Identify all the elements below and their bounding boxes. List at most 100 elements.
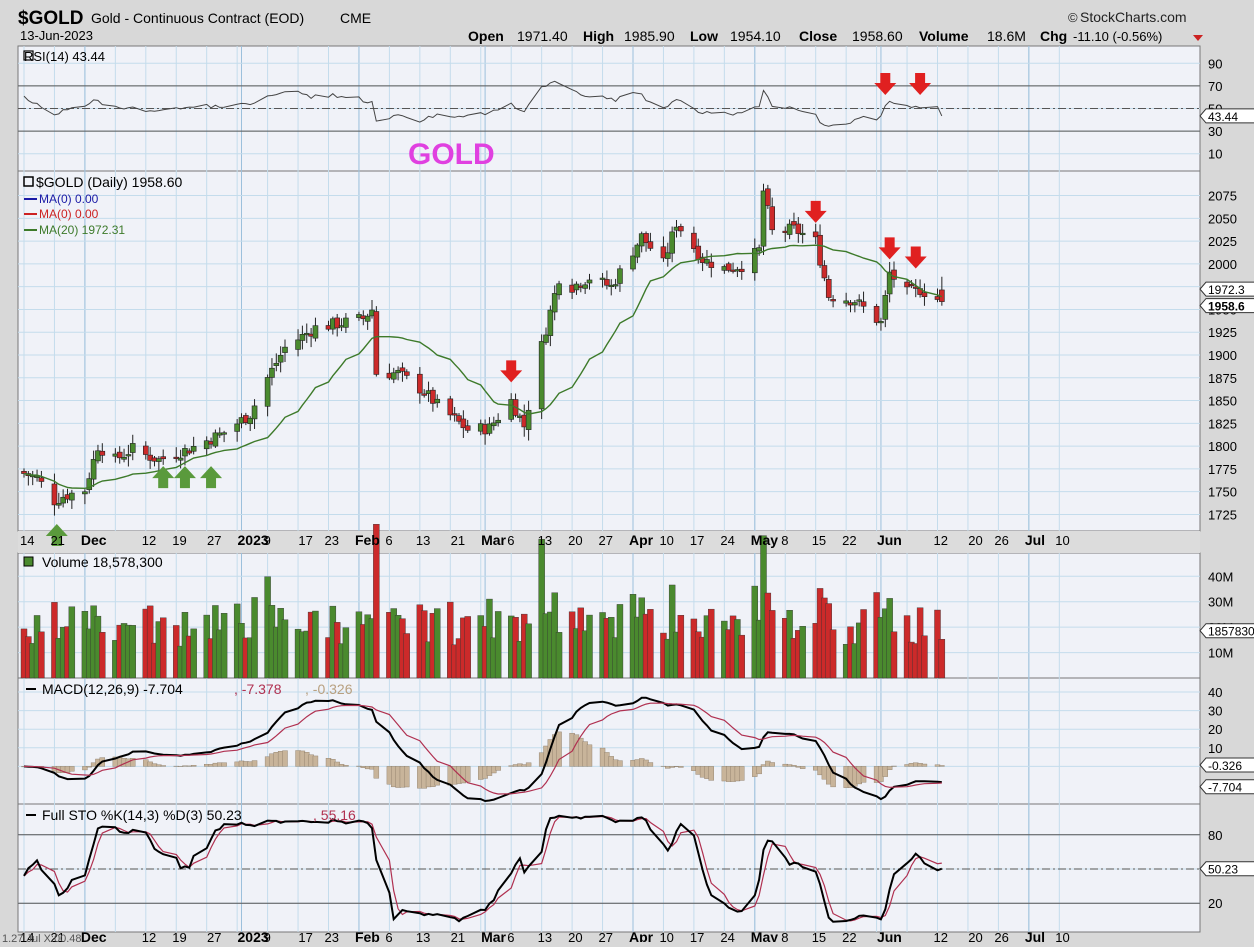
price-candle-body: [56, 503, 61, 505]
price-candle-body: [648, 242, 653, 249]
price-tick-label: 1925: [1208, 325, 1237, 340]
xaxis-tick-label: 24: [720, 930, 734, 942]
volume-bar: [312, 611, 318, 678]
volume-bar: [495, 611, 501, 678]
volume-bar: [800, 626, 806, 678]
price-candle-body: [787, 224, 792, 234]
volume-bar: [647, 609, 653, 678]
xaxis-tick-label: 17: [690, 930, 704, 942]
macd-histogram-bar: [435, 766, 440, 785]
xaxis-tick-label: Mar: [481, 532, 506, 548]
ma20-tag: 1972.3: [1208, 283, 1245, 297]
price-candle-body: [400, 368, 405, 372]
macd-histogram-bar: [709, 766, 714, 780]
price-candle-body: [117, 452, 122, 458]
price-candle-body: [613, 285, 618, 287]
price-candle-body: [665, 253, 670, 259]
macd-tick-label: 30: [1208, 704, 1222, 719]
volume-chart-icon: [24, 557, 33, 566]
price-candle-body: [752, 248, 757, 272]
xaxis-tick-label: 13: [416, 533, 430, 548]
xaxis-tick-label: 12: [934, 533, 948, 548]
price-candle-body: [883, 295, 888, 319]
xaxis-tick-label: 21: [451, 930, 465, 942]
xaxis-tick-label: 20: [568, 930, 582, 942]
xaxis-tick-label: 19: [172, 533, 186, 548]
xaxis-tick-label: 24: [720, 533, 734, 548]
ma0-blue-label: MA(0) 0.00: [39, 192, 99, 206]
macd-histogram-bar: [800, 766, 805, 768]
price-candle-body: [161, 457, 166, 459]
price-candle-body: [300, 334, 305, 340]
panel-price: [18, 171, 1200, 531]
price-candle-body: [283, 347, 288, 352]
price-candle-body: [678, 226, 683, 231]
macd-histogram-bar: [496, 766, 501, 770]
xaxis-tick-label: 6: [507, 533, 514, 548]
price-candle-body: [143, 446, 148, 455]
chg-value: -11.10 (-0.56%): [1073, 29, 1162, 44]
xaxis-tick-label: 12: [142, 533, 156, 548]
macd-histogram-bar: [757, 766, 762, 773]
xaxis-tick-label: 26: [994, 533, 1008, 548]
volume-bar: [921, 636, 927, 678]
macd-histogram-bar: [222, 763, 227, 767]
price-candle-body: [852, 303, 857, 305]
price-candle-body: [644, 233, 649, 242]
volume-bar: [739, 635, 745, 678]
price-candle-body: [313, 326, 318, 338]
macd-hist-tag: -0.326: [1208, 759, 1242, 773]
price-candle-body: [265, 377, 270, 406]
xaxis-tick-label: Apr: [629, 929, 654, 942]
xaxis-tick-label: 12: [142, 930, 156, 942]
xaxis-tick-label: Dec: [81, 532, 107, 548]
price-candle-body: [343, 318, 348, 327]
xaxis-tick-label: Jul: [1025, 929, 1045, 942]
xaxis-tick-label: 22: [842, 930, 856, 942]
xaxis-tick-label: 27: [599, 533, 613, 548]
volume-label: Volume: [919, 28, 969, 44]
close-value: 1958.60: [852, 28, 903, 44]
xaxis-tick-label: 20: [968, 533, 982, 548]
price-tick-label: 1800: [1208, 439, 1237, 454]
price-candle-body: [583, 285, 588, 289]
volume-bar: [434, 609, 440, 678]
price-candle-body: [757, 248, 762, 251]
volume-panel-label: Volume 18,578,300: [42, 554, 163, 570]
price-candle-body: [452, 414, 457, 416]
volume-bar: [99, 632, 105, 678]
xaxis-tick-label: Feb: [355, 532, 380, 548]
volume-bar: [617, 604, 623, 678]
price-candle-body: [122, 457, 127, 459]
xaxis-tick-label: 20: [968, 930, 982, 942]
macd-histogram-bar: [648, 763, 653, 767]
xaxis-tick-label: May: [751, 929, 778, 942]
xaxis-tick-label: 27: [207, 930, 221, 942]
price-candle-body: [557, 284, 562, 295]
volume-bar: [861, 609, 867, 678]
price-candle-body: [552, 293, 557, 312]
xaxis-tick-label: 8: [781, 533, 788, 548]
price-candle-body: [391, 373, 396, 379]
price-tick-label: 2050: [1208, 211, 1237, 226]
xaxis-tick-label: Jul: [1025, 532, 1045, 548]
macd-histogram-bar: [404, 766, 409, 787]
close-label: Close: [799, 28, 837, 44]
volume-bar: [160, 618, 166, 678]
price-candle-body: [126, 455, 131, 457]
price-candle-body: [544, 335, 549, 343]
price-candle-body: [100, 451, 105, 455]
price-candle-body: [796, 224, 801, 234]
price-candle-body: [22, 471, 27, 473]
price-candle-body: [826, 279, 831, 297]
volume-bar: [526, 624, 532, 678]
volume-bar: [343, 628, 349, 678]
xaxis-tick-label: 17: [298, 930, 312, 942]
chart-header: $GOLD Gold - Continuous Contract (EOD) C…: [18, 8, 1203, 44]
price-candle-body: [857, 300, 862, 302]
volume-tick-label: 10M: [1208, 646, 1233, 661]
price-candle-body: [278, 355, 283, 362]
rsi-tick-label: 70: [1208, 79, 1222, 94]
volume-bar: [678, 615, 684, 678]
macd-tick-label: 10: [1208, 741, 1222, 756]
